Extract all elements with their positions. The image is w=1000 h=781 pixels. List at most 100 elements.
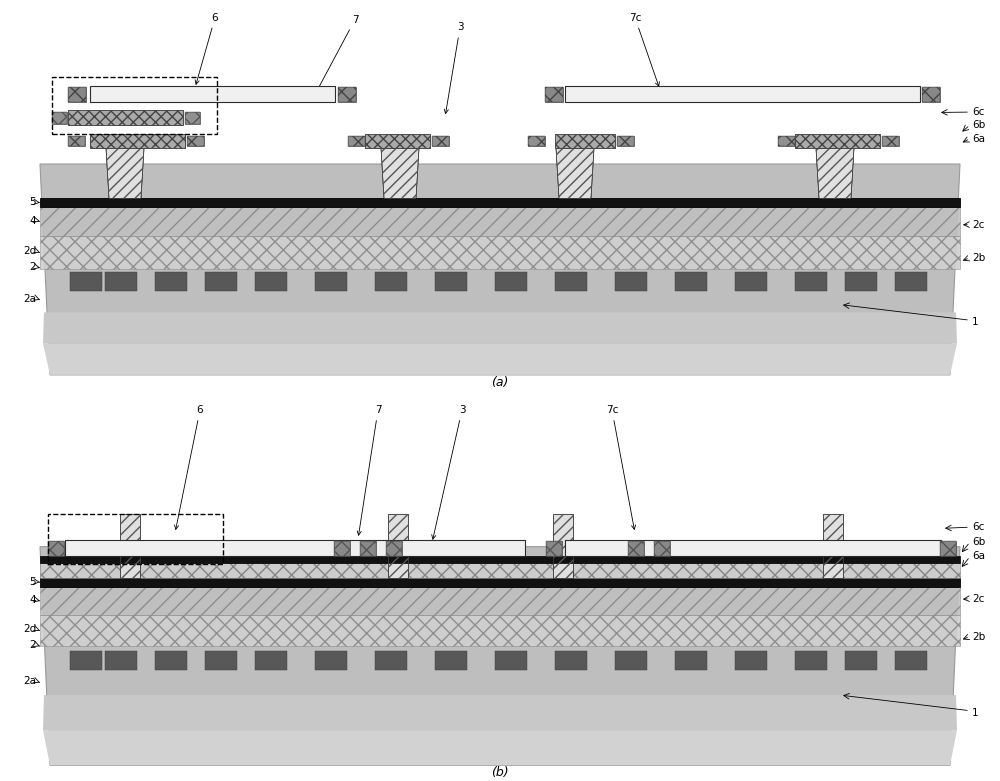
- Bar: [545, 87, 563, 102]
- Bar: [68, 110, 183, 125]
- Polygon shape: [816, 148, 854, 198]
- Text: 2: 2: [29, 262, 36, 272]
- Bar: [940, 541, 956, 556]
- Bar: [735, 651, 767, 670]
- Bar: [68, 87, 86, 102]
- Bar: [40, 587, 960, 615]
- Text: 2d: 2d: [23, 247, 36, 256]
- Bar: [68, 87, 86, 102]
- Bar: [823, 514, 843, 578]
- Bar: [120, 514, 140, 578]
- Bar: [795, 134, 880, 148]
- Bar: [90, 86, 335, 102]
- Bar: [528, 136, 545, 147]
- Bar: [40, 556, 960, 562]
- Text: 6a: 6a: [972, 134, 985, 144]
- Bar: [495, 273, 527, 291]
- Bar: [435, 273, 467, 291]
- Bar: [375, 651, 407, 670]
- Bar: [495, 651, 527, 670]
- Bar: [823, 514, 843, 578]
- Text: 2a: 2a: [23, 294, 36, 304]
- Bar: [553, 514, 573, 578]
- Text: 7c: 7c: [629, 12, 659, 87]
- Bar: [68, 136, 85, 147]
- Text: 7: 7: [317, 15, 358, 91]
- Bar: [90, 134, 185, 148]
- Bar: [338, 87, 356, 102]
- Bar: [615, 651, 647, 670]
- Bar: [40, 615, 960, 647]
- Text: 1: 1: [972, 317, 979, 327]
- Bar: [435, 651, 467, 670]
- Polygon shape: [43, 344, 957, 375]
- Bar: [795, 273, 827, 291]
- Bar: [155, 273, 187, 291]
- Bar: [545, 87, 563, 102]
- Bar: [675, 651, 707, 670]
- Text: 2d: 2d: [23, 625, 36, 634]
- Bar: [386, 541, 402, 556]
- Text: 2: 2: [29, 640, 36, 650]
- Bar: [778, 136, 795, 147]
- Bar: [882, 136, 899, 147]
- Bar: [365, 134, 430, 148]
- Bar: [778, 136, 795, 147]
- Bar: [546, 541, 562, 556]
- Bar: [48, 541, 64, 556]
- Bar: [882, 136, 899, 147]
- Bar: [432, 136, 449, 147]
- Bar: [40, 198, 960, 207]
- Text: 3: 3: [444, 23, 463, 113]
- Bar: [565, 86, 920, 102]
- Polygon shape: [106, 148, 144, 198]
- Bar: [70, 273, 102, 291]
- Bar: [40, 207, 960, 237]
- Text: 2b: 2b: [972, 253, 985, 262]
- Bar: [388, 514, 408, 578]
- Bar: [654, 541, 670, 556]
- Bar: [348, 136, 365, 147]
- Bar: [360, 541, 376, 556]
- Text: 3: 3: [432, 405, 465, 539]
- Bar: [895, 273, 927, 291]
- Bar: [90, 86, 335, 102]
- Text: 6b: 6b: [972, 120, 985, 130]
- Bar: [52, 112, 67, 124]
- Bar: [528, 136, 545, 147]
- Bar: [334, 541, 350, 556]
- Bar: [555, 134, 615, 148]
- Text: 6a: 6a: [972, 551, 985, 562]
- Bar: [334, 541, 350, 556]
- Bar: [940, 541, 956, 556]
- Text: (b): (b): [491, 766, 509, 779]
- Bar: [187, 136, 204, 147]
- Bar: [922, 87, 940, 102]
- Bar: [546, 541, 562, 556]
- Bar: [40, 562, 960, 578]
- Bar: [795, 651, 827, 670]
- Bar: [922, 87, 940, 102]
- Bar: [105, 651, 137, 670]
- Text: 7c: 7c: [606, 405, 636, 530]
- Bar: [185, 112, 200, 124]
- Bar: [185, 112, 200, 124]
- Bar: [654, 541, 670, 556]
- Text: 4: 4: [29, 216, 36, 226]
- Bar: [40, 578, 960, 587]
- Bar: [65, 540, 525, 556]
- Bar: [845, 273, 877, 291]
- Bar: [895, 651, 927, 670]
- Bar: [48, 541, 64, 556]
- Bar: [155, 651, 187, 670]
- Bar: [617, 136, 634, 147]
- Bar: [565, 86, 920, 102]
- Text: 2b: 2b: [972, 632, 985, 641]
- Bar: [795, 134, 880, 148]
- Bar: [628, 541, 644, 556]
- Text: 6c: 6c: [972, 107, 984, 117]
- Polygon shape: [43, 695, 957, 730]
- Polygon shape: [556, 148, 594, 198]
- Text: 2c: 2c: [972, 594, 984, 604]
- Bar: [432, 136, 449, 147]
